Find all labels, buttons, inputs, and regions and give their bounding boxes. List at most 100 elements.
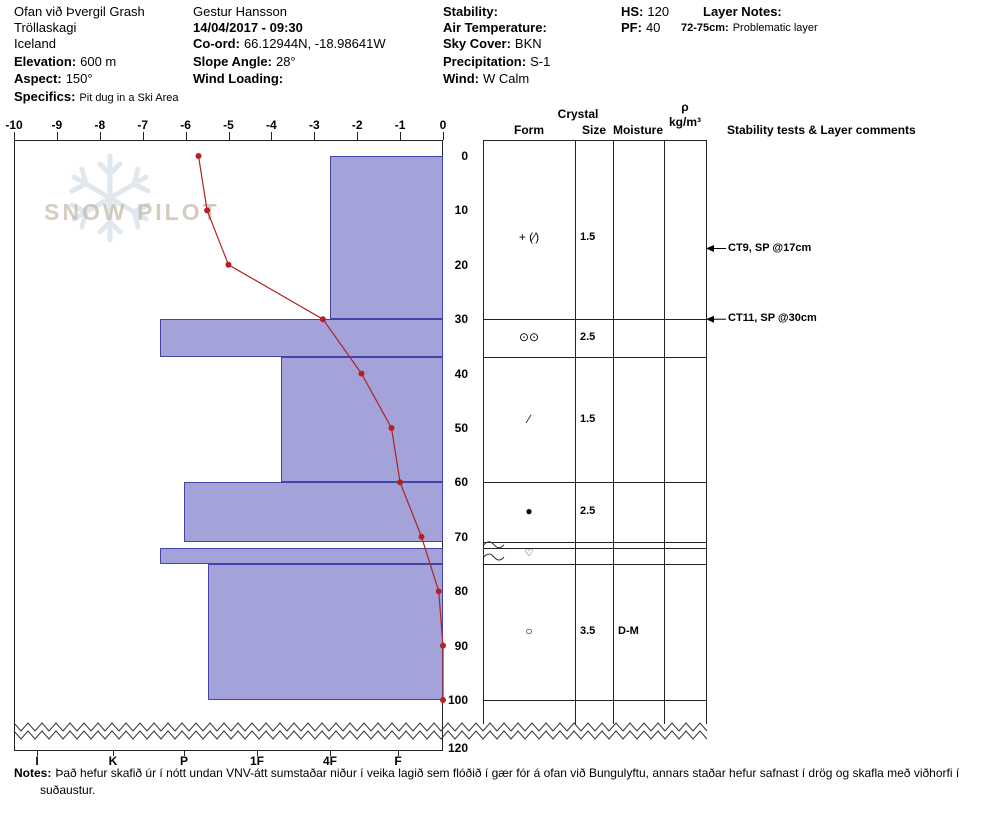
aspect-value: 150° xyxy=(65,71,93,86)
depth-tick-label: 20 xyxy=(454,257,468,272)
crystal-size-value: 2.5 xyxy=(580,505,596,518)
slope-angle-label: Slope Angle: xyxy=(193,54,272,69)
snow-layer-bar xyxy=(184,482,443,543)
temperature-tick xyxy=(400,132,402,140)
observer-name: Gestur Hansson xyxy=(193,4,287,19)
layer-note: 72-75cm: Problematic layer xyxy=(681,22,818,34)
notes-text: Það hefur skafið úr í nótt undan VNV-átt… xyxy=(40,766,960,797)
table-column-line xyxy=(483,140,484,724)
crystal-size-value: 2.5 xyxy=(580,331,596,344)
temperature-tick xyxy=(228,132,230,140)
wind-label: Wind: xyxy=(443,71,479,86)
temperature-tick-label: -2 xyxy=(351,118,363,132)
temperature-tick xyxy=(14,132,15,140)
temperature-tick-label: -8 xyxy=(94,118,106,132)
temperature-tick xyxy=(185,132,187,140)
stability-test-label: CT9, SP @17cm xyxy=(728,241,812,254)
depth-bottom-label: 120 xyxy=(447,741,468,755)
snow-layer-bar xyxy=(160,319,443,358)
table-column-line xyxy=(664,140,665,724)
elevation-label: Elevation: xyxy=(14,54,77,69)
pf-label: PF: xyxy=(621,20,642,35)
site-name: Ofan við Þvergil Grash xyxy=(14,4,145,19)
wind-line: Wind: W Calm xyxy=(443,71,529,86)
layer-note-depth: 72-75cm: xyxy=(681,22,729,34)
crystal-form-symbol: ∕ xyxy=(527,411,530,426)
depth-tick-label: 80 xyxy=(454,584,468,599)
hardness-tick xyxy=(330,750,331,756)
depth-tick-label: 0 xyxy=(461,149,468,163)
table-top-line xyxy=(483,140,706,141)
coordinates-label: Co-ord: xyxy=(193,36,240,51)
crystal-size-value: 1.5 xyxy=(580,230,596,243)
coordinates-value: 66.12944N, -18.98641W xyxy=(243,36,386,51)
temperature-tick-label: -9 xyxy=(51,118,63,132)
snowpilot-logo: SNOW PILOT xyxy=(44,199,220,225)
crystal-size-value: 1.5 xyxy=(580,412,596,425)
temperature-tick xyxy=(56,132,58,140)
precipitation-line: Precipitation: S-1 xyxy=(443,54,550,69)
depth-tick-label: 60 xyxy=(454,475,468,490)
hardness-tick xyxy=(257,750,258,756)
crystal-header: Crystal xyxy=(557,107,599,121)
hardness-tick-label: I xyxy=(35,754,39,768)
site-region: Tröllaskagi xyxy=(14,20,77,35)
crystal-form-symbol: + (∕) xyxy=(518,229,540,244)
table-row-line xyxy=(483,482,706,484)
crystal-form-symbol: ⊙⊙ xyxy=(518,330,540,345)
table-row-line xyxy=(483,357,706,359)
snow-layer-bar xyxy=(330,156,443,320)
snow-layer-bar xyxy=(160,547,443,564)
moisture-value: D-M xyxy=(618,625,639,637)
aspect-line: Aspect: 150° xyxy=(14,71,93,86)
sky-cover-line: Sky Cover: BKN xyxy=(443,36,542,51)
hardness-tick-label: P xyxy=(179,754,188,768)
precipitation-value: S-1 xyxy=(530,54,551,69)
wind-loading-label: Wind Loading: xyxy=(193,71,284,86)
temperature-tick xyxy=(314,132,316,140)
table-row-line xyxy=(483,700,706,701)
density-symbol-header: ρ xyxy=(681,100,689,114)
depth-tick-label: 10 xyxy=(454,203,468,218)
temperature-tick xyxy=(443,132,444,140)
slope-angle-line: Slope Angle: 28° xyxy=(193,54,296,69)
specifics-value: Pit dug in a Ski Area xyxy=(79,92,179,104)
observation-datetime: 14/04/2017 - 09:30 xyxy=(193,20,303,35)
snow-layer-bar xyxy=(281,357,443,483)
temperature-tick xyxy=(99,132,101,140)
air-temperature-label: Air Temperature: xyxy=(443,20,547,35)
sky-cover-label: Sky Cover: xyxy=(443,36,511,51)
temperature-tick-label: -1 xyxy=(394,118,406,132)
precipitation-label: Precipitation: xyxy=(443,54,527,69)
temperature-tick-label: -3 xyxy=(308,118,320,132)
depth-tick-label: 30 xyxy=(454,312,468,327)
aspect-label: Aspect: xyxy=(14,71,62,86)
hardness-tick xyxy=(113,750,114,756)
slope-angle-value: 28° xyxy=(275,54,296,69)
layer-note-text: Problematic layer xyxy=(732,22,818,34)
test-arrow-head xyxy=(706,315,714,323)
coordinates-line: Co-ord: 66.12944N, -18.98641W xyxy=(193,36,386,51)
table-column-line xyxy=(575,140,576,724)
layer-notes-label: Layer Notes: xyxy=(703,4,782,19)
hardness-tick xyxy=(184,750,185,756)
depth-tick-label: 40 xyxy=(454,366,468,381)
hs-value: 120 xyxy=(647,4,670,19)
elevation-line: Elevation: 600 m xyxy=(14,54,116,69)
sky-cover-value: BKN xyxy=(514,36,542,51)
hs-label: HS: xyxy=(621,4,644,19)
depth-tick-label: 100 xyxy=(447,693,468,707)
temperature-tick xyxy=(271,132,273,140)
hardness-tick-label: F xyxy=(394,754,402,768)
notes: Notes: Það hefur skafið úr í nótt undan V… xyxy=(14,765,992,799)
hardness-tick xyxy=(37,750,38,756)
crystal-form-symbol: ♡ xyxy=(524,547,534,559)
hardness-tick-label: K xyxy=(108,754,118,768)
hardness-tick-label: 1F xyxy=(249,754,264,768)
test-arrow-head xyxy=(706,245,714,252)
hs-line: HS: 120 xyxy=(621,4,669,19)
depth-tick-label: 90 xyxy=(454,638,468,653)
crystal-form-symbol: ● xyxy=(525,504,533,519)
temperature-tick-label: -4 xyxy=(266,118,277,132)
